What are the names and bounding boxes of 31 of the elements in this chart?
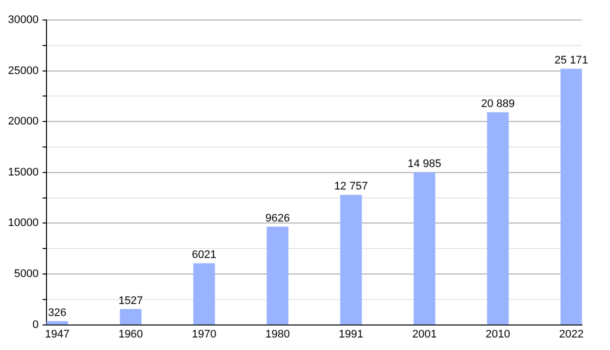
data-label: 326 <box>48 307 66 320</box>
y-tick-label: 15000 <box>8 166 39 178</box>
y-tick-label: 25000 <box>8 64 39 77</box>
x-tick-label: 1960 <box>118 328 143 340</box>
data-label: 6021 <box>192 249 216 262</box>
x-tick-label: 2022 <box>559 328 584 340</box>
bar <box>560 68 582 325</box>
data-label: 9626 <box>265 212 290 225</box>
data-label: 1527 <box>118 294 143 307</box>
y-tick-label: 30000 <box>8 14 39 26</box>
x-tick-label: 2010 <box>486 328 510 340</box>
bar <box>46 321 68 325</box>
x-tick-label: 1970 <box>192 328 216 340</box>
x-tick-label: 1947 <box>44 328 70 340</box>
data-label: 12 757 <box>334 180 368 193</box>
x-tick-label: 1980 <box>265 328 290 340</box>
y-tick-label: 5000 <box>14 268 39 280</box>
bar <box>266 226 288 325</box>
bar <box>193 263 215 325</box>
data-label: 14 985 <box>408 158 442 170</box>
data-label: 25 171 <box>554 54 588 67</box>
bar <box>340 194 362 325</box>
bar <box>120 308 142 325</box>
y-tick-label: 20000 <box>8 116 39 128</box>
y-tick-label: 0 <box>32 318 39 331</box>
data-label: 20 889 <box>481 98 515 110</box>
x-tick-label: 1991 <box>338 328 364 340</box>
bar <box>414 172 436 325</box>
bar <box>487 112 509 325</box>
y-tick-label: 10000 <box>8 217 39 230</box>
x-tick-label: 2001 <box>412 328 437 340</box>
